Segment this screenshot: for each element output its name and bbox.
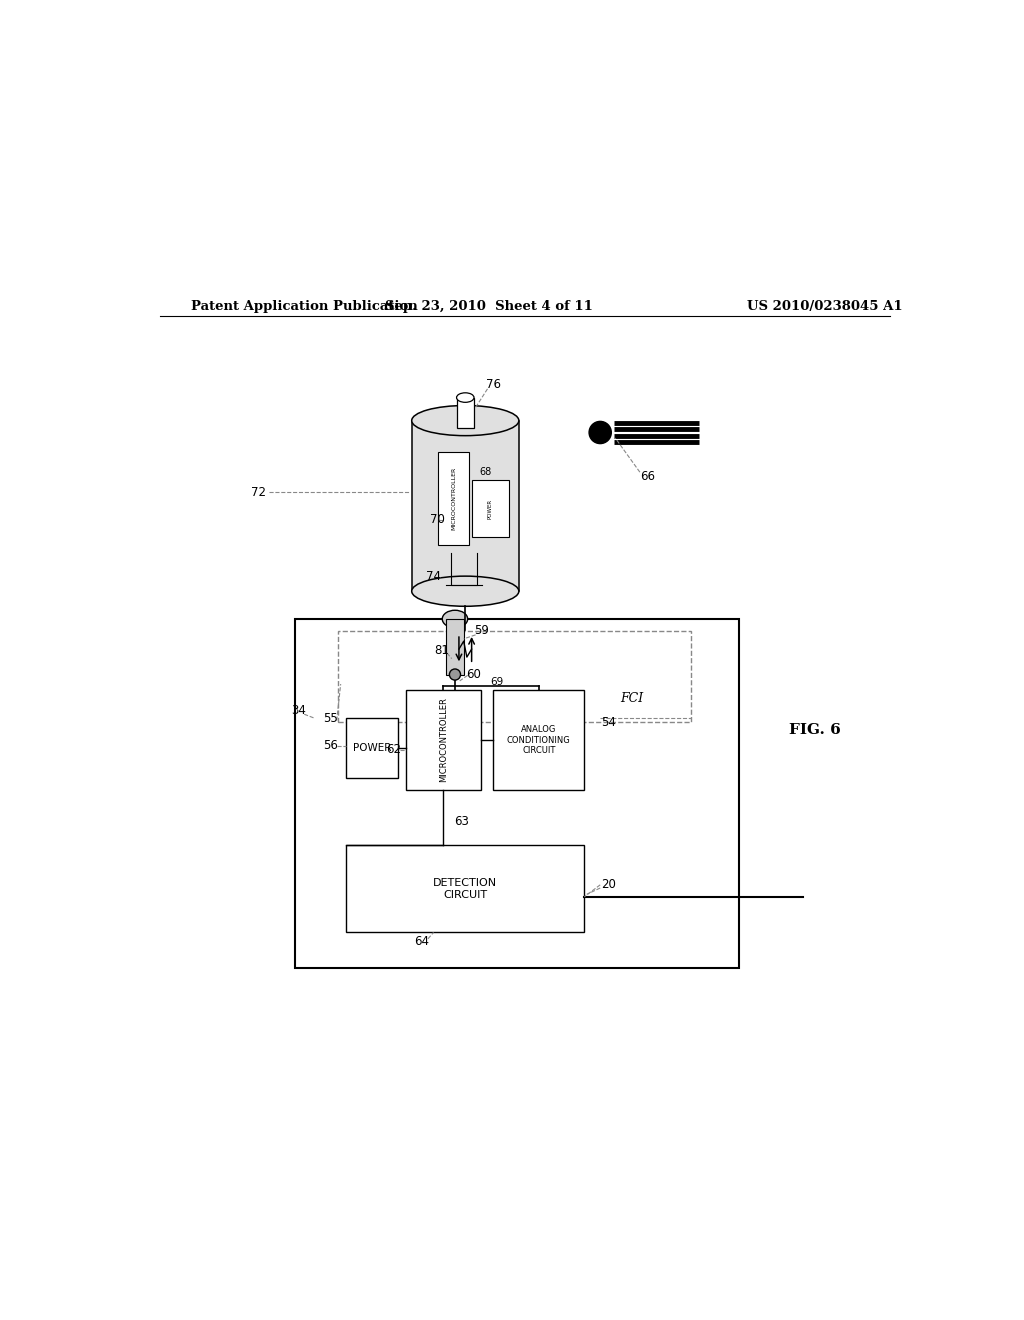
Text: DETECTION
CIRCUIT: DETECTION CIRCUIT — [433, 878, 498, 900]
Text: MICROCONTROLLER: MICROCONTROLLER — [439, 697, 447, 783]
Text: 60: 60 — [466, 668, 480, 681]
Bar — [457, 397, 474, 428]
Text: 81: 81 — [434, 644, 449, 657]
Text: POWER: POWER — [487, 499, 493, 519]
Text: 72: 72 — [252, 486, 266, 499]
Text: 56: 56 — [323, 739, 338, 752]
Text: 34: 34 — [291, 704, 306, 717]
Bar — [472, 480, 509, 537]
Bar — [346, 718, 397, 777]
Bar — [437, 453, 469, 545]
Text: 76: 76 — [485, 379, 501, 391]
Text: 54: 54 — [601, 715, 615, 729]
Ellipse shape — [412, 576, 519, 606]
Text: Sep. 23, 2010  Sheet 4 of 11: Sep. 23, 2010 Sheet 4 of 11 — [385, 300, 593, 313]
Text: 66: 66 — [640, 470, 655, 483]
Ellipse shape — [450, 669, 461, 680]
Bar — [446, 619, 464, 675]
Text: 69: 69 — [490, 677, 504, 688]
Text: MICROCONTROLLER: MICROCONTROLLER — [451, 467, 456, 531]
Bar — [338, 631, 691, 722]
Text: ANALOG
CONDITIONING
CIRCUIT: ANALOG CONDITIONING CIRCUIT — [507, 725, 570, 755]
Ellipse shape — [589, 421, 611, 444]
Text: 59: 59 — [474, 623, 488, 636]
Bar — [406, 690, 481, 789]
Ellipse shape — [442, 610, 468, 628]
Text: FIG. 6: FIG. 6 — [788, 723, 841, 737]
Text: 20: 20 — [601, 878, 615, 891]
Bar — [295, 619, 739, 968]
Bar — [494, 690, 585, 789]
Text: 74: 74 — [426, 570, 441, 583]
Ellipse shape — [412, 405, 519, 436]
Text: Patent Application Publication: Patent Application Publication — [191, 300, 418, 313]
Bar — [412, 421, 519, 591]
Text: US 2010/0238045 A1: US 2010/0238045 A1 — [748, 300, 902, 313]
Text: 63: 63 — [454, 814, 469, 828]
Text: 70: 70 — [430, 513, 445, 527]
Bar — [346, 845, 585, 932]
Text: 64: 64 — [414, 936, 429, 949]
Text: 55: 55 — [323, 711, 338, 725]
Text: 62: 62 — [386, 743, 401, 756]
Text: FCI: FCI — [621, 692, 643, 705]
Ellipse shape — [457, 393, 474, 403]
Text: POWER: POWER — [353, 743, 391, 752]
Text: 68: 68 — [479, 467, 492, 477]
